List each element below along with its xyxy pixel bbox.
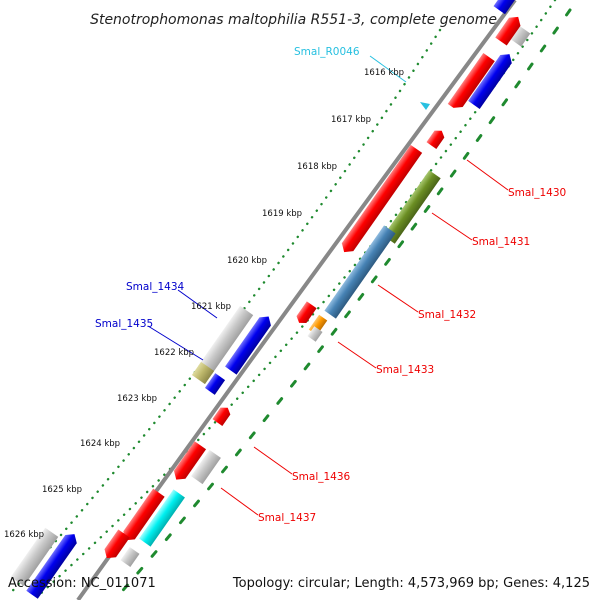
gene-feature-grey-1437[interactable] [120,547,140,567]
gene-feature-blue-1435[interactable] [204,373,226,395]
gene-feature-red-top[interactable] [495,13,524,46]
kbp-tick-label: 1624 kbp [80,439,120,449]
gene-feature-red-1436b[interactable] [171,441,207,483]
kbp-tick-label: 1623 kbp [117,394,157,404]
kbp-tick-label: 1616 kbp [364,68,404,78]
gene-feature-red-1436[interactable] [212,404,232,426]
feature-label-smal-1431[interactable]: Smal_1431 [472,236,530,248]
accession-label: Accession: NC_011071 [8,576,156,591]
gene-feature-red-1[interactable] [447,53,495,112]
gene-feature-red-1[interactable] [338,144,423,256]
feature-label-smal-1437[interactable]: Smal_1437 [258,512,316,524]
gene-feature-blue-1[interactable] [468,50,515,109]
gene-feature-blue-1434[interactable] [225,312,274,375]
leader-lines [147,55,509,516]
gene-feature-red-1437[interactable] [120,488,165,545]
gene-feature-grey-1436[interactable] [191,449,221,485]
feature-labels: Smal_R0046 Smal_1430 Smal_1431 Smal_1432… [95,46,566,524]
kbp-tick-label: 1625 kbp [42,485,82,495]
feature-label-smal-r0046[interactable]: Smal_R0046 [294,46,360,58]
feature-label-smal-1432[interactable]: Smal_1432 [418,309,476,321]
kbp-tick-label: 1622 kbp [154,348,194,358]
feature-label-smal-1430[interactable]: Smal_1430 [508,187,566,199]
kbp-labels: 1616 kbp 1617 kbp 1618 kbp 1619 kbp 1620… [4,68,404,540]
kbp-tick-label: 1617 kbp [331,115,371,125]
gene-feature-grey-small[interactable] [307,326,323,342]
genome-summary: Topology: circular; Length: 4,573,969 bp… [232,576,590,591]
feature-label-smal-1436[interactable]: Smal_1436 [292,471,351,483]
kbp-tick-label: 1618 kbp [297,162,337,172]
gene-feature-grey-1434[interactable] [198,305,254,375]
feature-label-smal-1435[interactable]: Smal_1435 [95,318,153,330]
gene-feature-steelblue-1432[interactable] [324,225,396,319]
kbp-tick-label: 1620 kbp [227,256,267,266]
gene-feature-cyan-1437[interactable] [139,489,185,547]
features [10,0,531,599]
map-title: Stenotrophomonas maltophilia R551-3, com… [90,12,497,28]
gene-feature-blue-bottom[interactable] [26,530,80,599]
gene-feature-red-1430[interactable] [426,127,446,149]
gene-feature-grey-bottom[interactable] [10,527,59,587]
gene-feature-olive-1431[interactable] [383,170,441,244]
feature-label-smal-1434[interactable]: Smal_1434 [126,281,185,293]
kbp-tick-label: 1619 kbp [262,209,302,219]
gene-feature-red-1433[interactable] [294,301,317,326]
gene-feature-grey-top[interactable] [509,25,531,47]
gene-feature-blue-top[interactable] [493,0,517,15]
trna-marker[interactable] [420,102,430,110]
gene-feature-khaki-1435[interactable] [191,361,215,385]
kbp-tick-label: 1626 kbp [4,530,44,540]
feature-label-smal-1433[interactable]: Smal_1433 [376,364,434,376]
kbp-tick-label: 1621 kbp [191,302,231,312]
gene-feature-red-1437b[interactable] [101,529,130,563]
